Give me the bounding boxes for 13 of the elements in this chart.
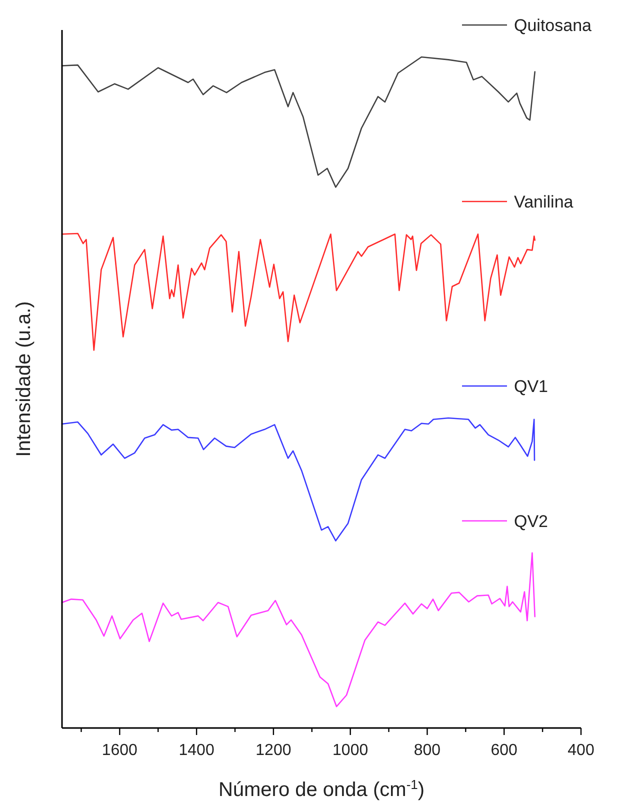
x-tick-label: 1600 bbox=[102, 742, 138, 759]
x-tick-label: 1000 bbox=[332, 742, 368, 759]
y-axis-title: Intensidade (u.a.) bbox=[13, 301, 35, 457]
x-tick-label: 1400 bbox=[178, 742, 214, 759]
x-axis-title: Número de onda (cm$^{-1}$) bbox=[218, 776, 425, 801]
legend-label: QV1 bbox=[514, 377, 548, 396]
x-tick-label: 600 bbox=[490, 742, 518, 759]
x-tick-label: 800 bbox=[414, 742, 441, 759]
x-tick-label: 400 bbox=[568, 742, 594, 759]
legend-label: QV2 bbox=[514, 512, 548, 531]
legend-label: Quitosana bbox=[514, 16, 592, 35]
x-tick-label: 1200 bbox=[256, 742, 292, 759]
legend-label: Vanilina bbox=[514, 192, 574, 212]
